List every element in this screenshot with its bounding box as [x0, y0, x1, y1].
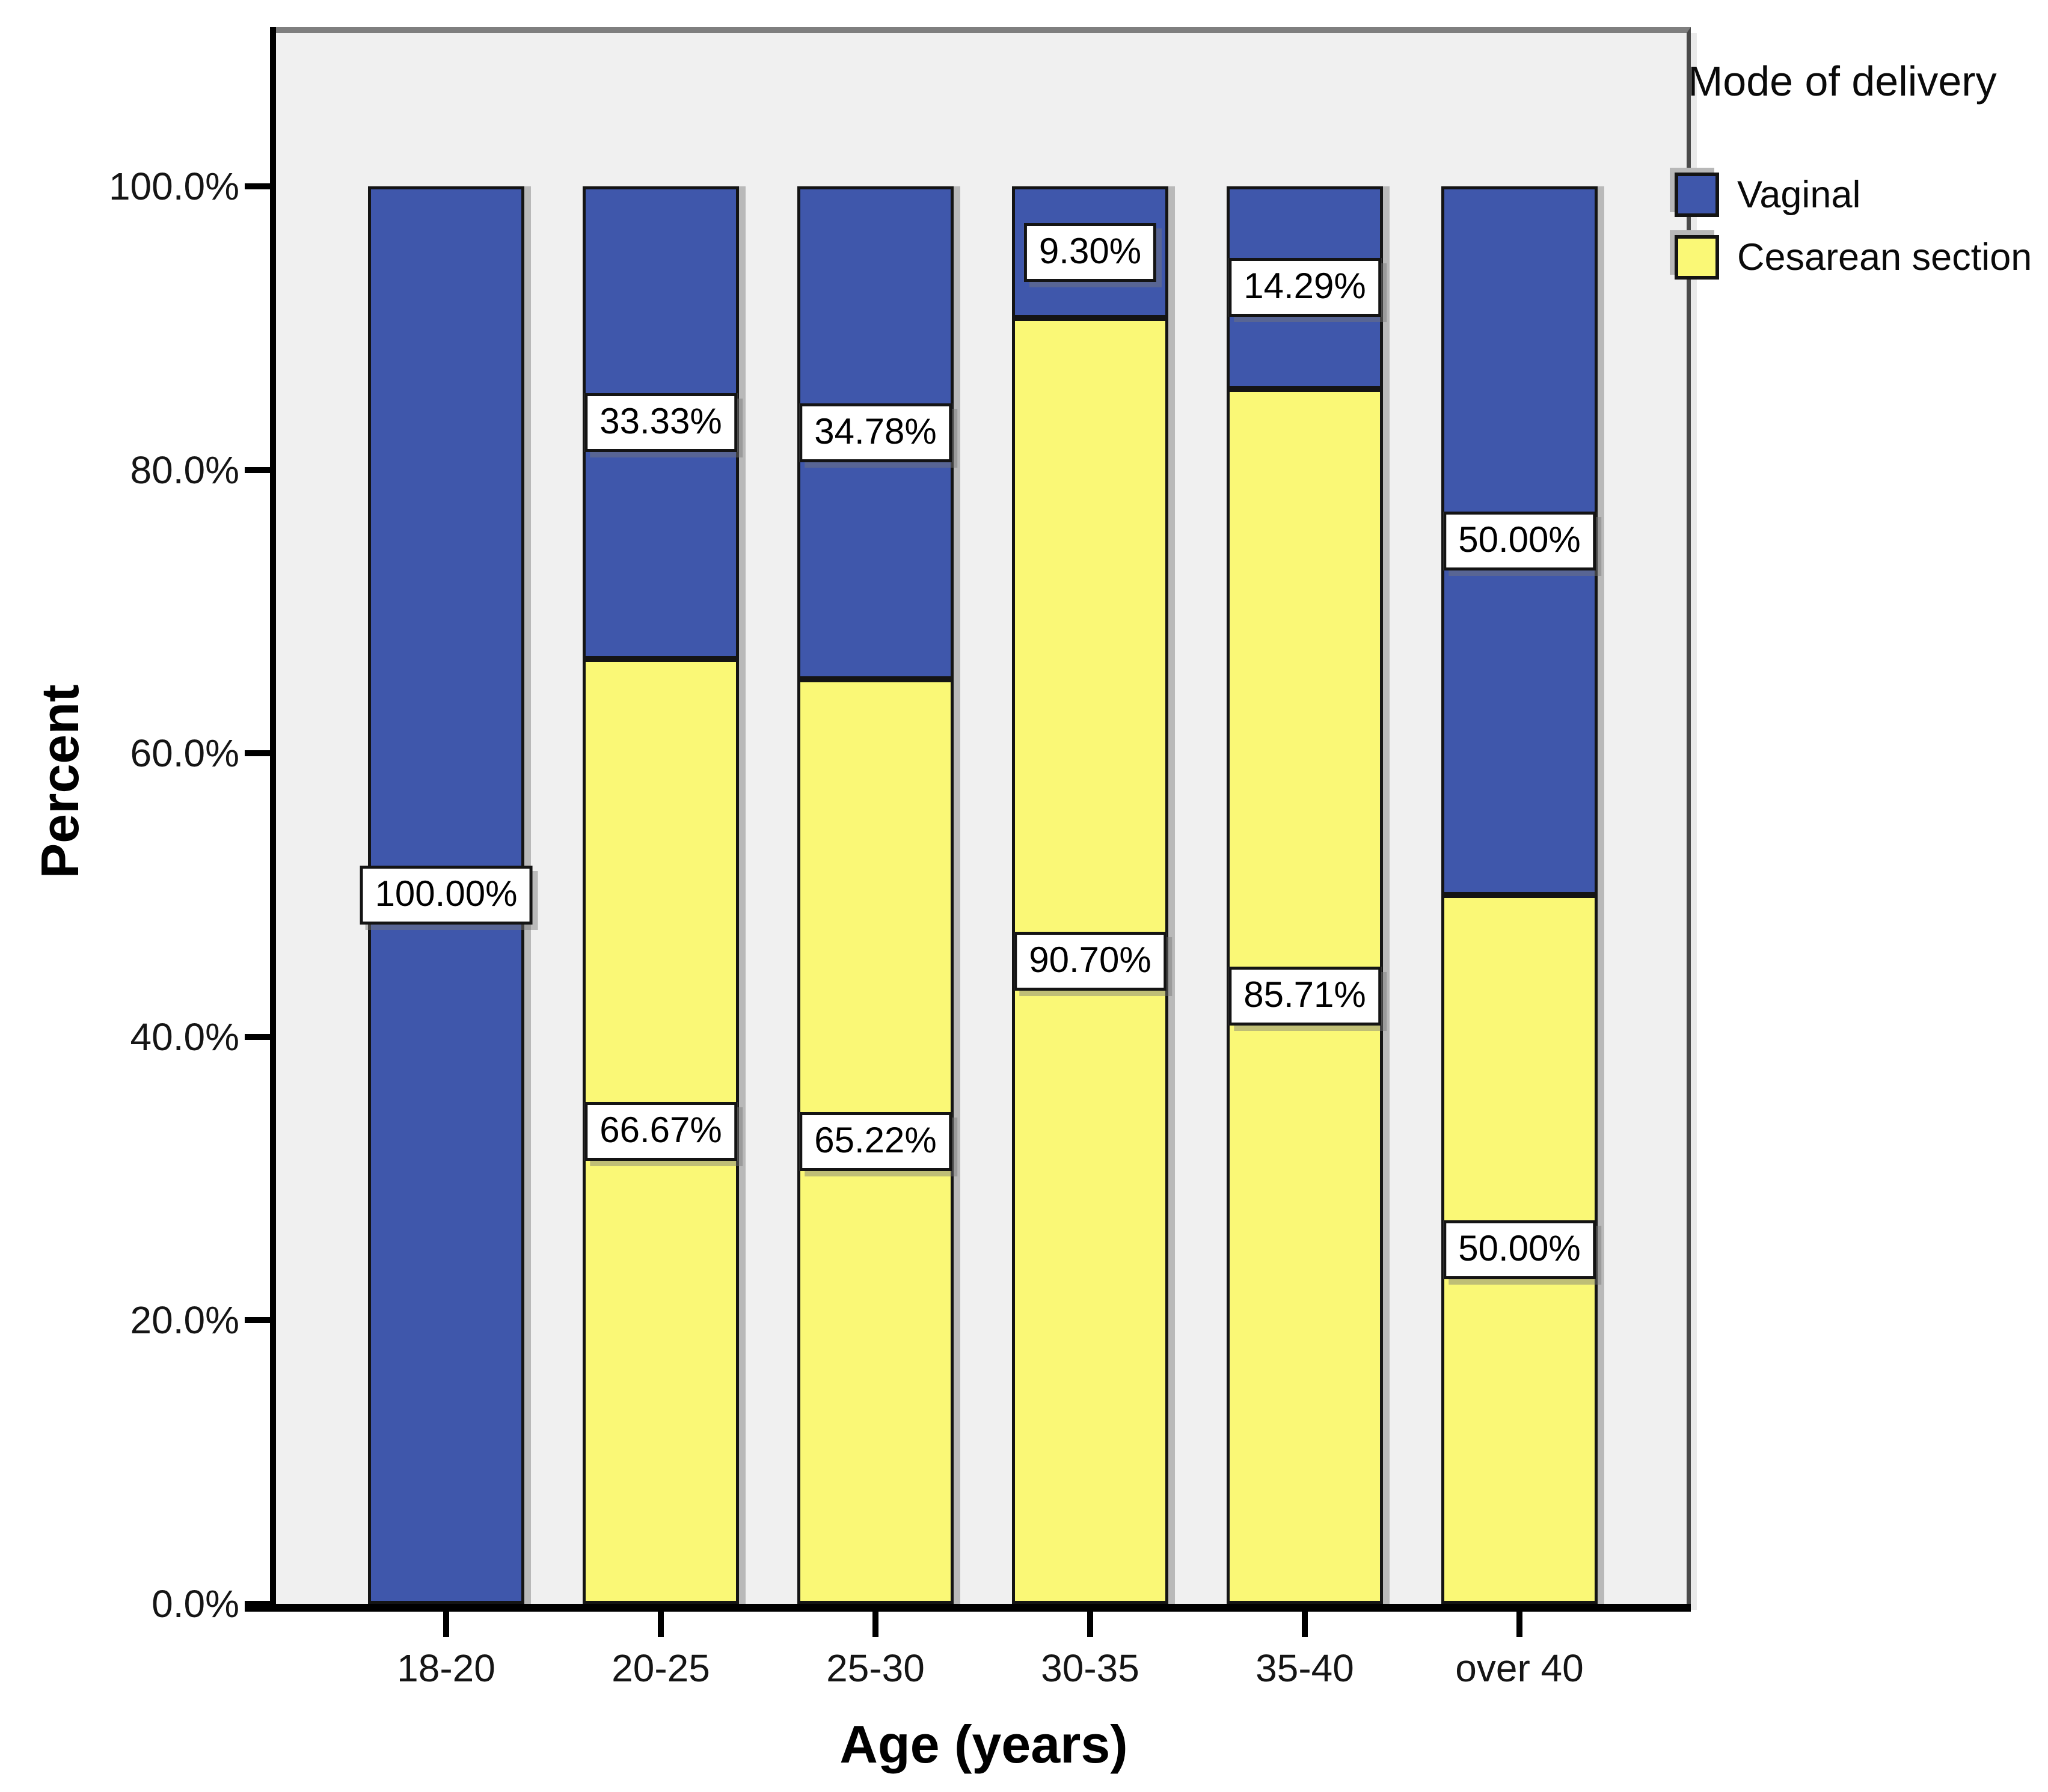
- x-axis-title: Age (years): [839, 1714, 1128, 1774]
- legend-swatch-cesarean-section-icon: [1675, 235, 1719, 280]
- data-label-vaginal-20-25: 33.33%: [584, 393, 737, 452]
- legend-item-cesarean-section: Cesarean section: [1675, 235, 2032, 280]
- y-tick-label: 100.0%: [108, 165, 239, 208]
- y-tick-label: 60.0%: [130, 732, 239, 775]
- legend-item-vaginal: Vaginal: [1675, 173, 2032, 217]
- x-tick-label-over-40: over 40: [1455, 1647, 1584, 1690]
- data-label-vaginal-35-40: 14.29%: [1228, 258, 1381, 317]
- y-axis-line: [270, 27, 276, 1612]
- x-tick-label-30-35: 30-35: [1041, 1647, 1139, 1690]
- y-tick-label: 20.0%: [130, 1298, 239, 1342]
- y-tick-mark: [245, 1317, 270, 1324]
- x-tick-mark: [658, 1612, 664, 1637]
- y-tick-label: 40.0%: [130, 1015, 239, 1059]
- data-label-vaginal-18-20: 100.00%: [360, 866, 533, 925]
- legend-item-label-cesarean-section: Cesarean section: [1737, 236, 2032, 278]
- y-tick-mark: [245, 183, 270, 189]
- x-tick-mark: [1087, 1612, 1093, 1637]
- y-tick-label: 0.0%: [152, 1582, 239, 1625]
- data-label-vaginal-30-35: 9.30%: [1023, 222, 1157, 282]
- x-tick-mark: [443, 1612, 449, 1637]
- x-axis-line: [245, 1604, 1691, 1612]
- y-axis-title: Percent: [30, 684, 90, 879]
- bar-30-35: [1012, 186, 1168, 1604]
- data-label-cesarean-section-30-35: 90.70%: [1014, 931, 1167, 991]
- y-tick-mark: [245, 1033, 270, 1040]
- y-tick-mark: [245, 466, 270, 473]
- data-label-cesarean-section-over-40: 50.00%: [1443, 1220, 1596, 1279]
- y-tick-mark: [245, 750, 270, 757]
- legend-swatch-vaginal-icon: [1675, 173, 1719, 217]
- data-label-vaginal-25-30: 34.78%: [799, 403, 952, 463]
- bar-over-40: [1441, 186, 1598, 1604]
- x-tick-mark: [1302, 1612, 1308, 1637]
- x-tick-mark: [872, 1612, 878, 1637]
- x-tick-label-20-25: 20-25: [612, 1647, 710, 1690]
- data-label-cesarean-section-35-40: 85.71%: [1228, 967, 1381, 1026]
- legend: Mode of delivery Vaginal Cesarean sectio…: [1675, 57, 2032, 298]
- x-tick-label-35-40: 35-40: [1255, 1647, 1354, 1690]
- x-tick-label-25-30: 25-30: [826, 1647, 925, 1690]
- bar-25-30: [797, 186, 954, 1604]
- data-label-cesarean-section-25-30: 65.22%: [799, 1112, 952, 1172]
- x-tick-label-18-20: 18-20: [397, 1647, 495, 1690]
- data-label-vaginal-over-40: 50.00%: [1443, 511, 1596, 570]
- y-tick-label: 80.0%: [130, 448, 239, 492]
- x-tick-mark: [1516, 1612, 1522, 1637]
- legend-title: Mode of delivery: [1688, 58, 1997, 105]
- data-label-cesarean-section-20-25: 66.67%: [584, 1101, 737, 1161]
- bar-35-40: [1227, 186, 1383, 1604]
- legend-item-label-vaginal: Vaginal: [1737, 174, 1861, 216]
